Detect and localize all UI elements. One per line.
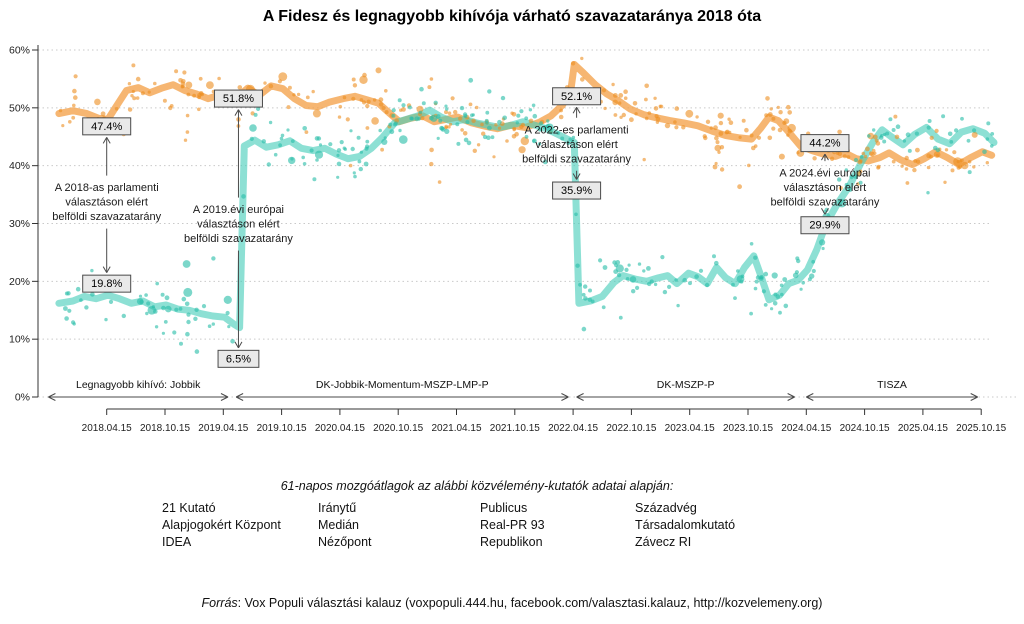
annotation-text: belföldi szavazatarány — [52, 211, 161, 223]
annotation-value-bottom: 35.9% — [561, 185, 592, 197]
annotation-value-top: 44.2% — [809, 138, 840, 150]
x-tick-label: 2022.10.15 — [606, 423, 656, 434]
x-tick-label: 2019.10.15 — [257, 423, 307, 434]
poll-chart-canvas: 0% 10% 20% 30% 40% 50% 60% 2018.04.15 2018.10.15… — [9, 45, 1016, 434]
segment-arrows: Legnagyobb kihívó: Jobbik DK-Jobbik-Momen… — [48, 379, 978, 401]
gridlines — [38, 49, 1016, 398]
pollster-column-3: Publicus Real-PR 93 Republikon — [480, 500, 545, 551]
source-label: Forrás — [201, 596, 238, 610]
y-tick-label: 50% — [9, 102, 30, 114]
segment-label-2: DK-MSZP-P — [657, 379, 715, 391]
pollster-name: Závecz RI — [635, 535, 692, 549]
annotation-value-top: 52.1% — [561, 91, 592, 103]
annotation-text: választáson elért — [197, 219, 280, 231]
annotation-text: A 2024.évi európai — [779, 168, 870, 180]
annotation-value-top: 47.4% — [91, 121, 122, 133]
x-tick-label: 2025.10.15 — [956, 423, 1006, 434]
y-tick-label: 40% — [9, 160, 30, 172]
pollster-name: Nézőpont — [318, 535, 372, 549]
scatter-challenger — [63, 77, 995, 354]
y-tick-label: 60% — [9, 45, 30, 57]
x-tick-label: 2023.04.15 — [665, 423, 715, 434]
x-tick-label: 2024.10.15 — [840, 423, 890, 434]
annotation-ep-2019: 51.8% 6.5% A 2019.évi európai választáson e… — [184, 89, 293, 368]
segment-label-3: TISZA — [877, 379, 907, 391]
chart-title: A Fidesz és legnagyobb kihívója várható … — [262, 8, 762, 25]
annotation-text: belföldi szavazatarány — [184, 233, 293, 245]
annotation-ep-2024: 44.2% 29.9% A 2024.évi európai választáson … — [771, 134, 880, 235]
annotation-text: választáson elért — [784, 182, 867, 194]
pollster-name: Társadalomkutató — [635, 518, 736, 532]
x-tick-label: 2022.04.15 — [548, 423, 598, 434]
methodology-note: 61-napos mozgóátlagok az alábbi közvélem… — [280, 479, 674, 493]
y-tick-label: 30% — [9, 218, 30, 230]
annotation-text: belföldi szavazatarány — [771, 197, 880, 209]
pollster-name: Medián — [318, 518, 359, 532]
pollster-name: Real-PR 93 — [480, 518, 545, 532]
x-tick-label: 2023.10.15 — [723, 423, 773, 434]
y-tick-label: 0% — [15, 392, 30, 404]
x-tick-label: 2020.10.15 — [373, 423, 423, 434]
annotation-value-top: 51.8% — [223, 93, 254, 105]
pollster-name: Iránytű — [318, 501, 357, 515]
pollster-column-2: Iránytű Medián Nézőpont — [318, 500, 372, 551]
source-text: : Vox Populi választási kalauz (voxpopul… — [237, 596, 823, 610]
x-tick-label: 2021.04.15 — [431, 423, 481, 434]
x-tick-label: 2025.04.15 — [898, 423, 948, 434]
annotation-election-2022: 52.1% 35.9% A 2022-es parlamenti választáso… — [522, 87, 632, 200]
annotation-text: belföldi szavazatarány — [522, 153, 631, 165]
source-line: Forrás: Vox Populi választási kalauz (vo… — [0, 596, 1024, 610]
pollster-name: Publicus — [480, 501, 528, 515]
x-axis: 2018.04.15 2018.10.15 2019.04.15 2019.10.15… — [82, 408, 1007, 434]
x-tick-label: 2020.04.15 — [315, 423, 365, 434]
x-tick-label: 2019.04.15 — [198, 423, 248, 434]
pollster-column-1: 21 Kutató Alapjogokért Központ IDEA — [162, 500, 281, 551]
x-tick-label: 2024.04.15 — [781, 423, 831, 434]
pollster-name: Republikon — [480, 535, 543, 549]
x-tick-label: 2018.10.15 — [140, 423, 190, 434]
segment-label-1: DK-Jobbik-Momentum-MSZP-LMP-P — [316, 379, 489, 391]
annotation-election-2018: 47.4% 19.8% A 2018-as parlamenti választáso… — [52, 117, 162, 293]
pollster-name: IDEA — [162, 535, 192, 549]
x-tick-label: 2021.10.15 — [490, 423, 540, 434]
annotation-value-bottom: 6.5% — [226, 353, 251, 365]
pollster-name: Alapjogokért Központ — [162, 518, 281, 532]
annotation-value-bottom: 29.9% — [809, 220, 840, 232]
annotation-text: választáson elért — [535, 139, 618, 151]
pollster-column-4: Századvég Társadalomkutató Závecz RI — [635, 500, 735, 551]
annotation-text: A 2018-as parlamenti — [55, 182, 159, 194]
y-tick-label: 20% — [9, 276, 30, 288]
annotation-value-bottom: 19.8% — [91, 278, 122, 290]
pollster-name: Századvég — [635, 501, 697, 515]
pollster-name: 21 Kutató — [162, 501, 216, 515]
annotation-text: választáson elért — [65, 197, 148, 209]
x-tick-label: 2018.04.15 — [82, 423, 132, 434]
annotation-text: A 2019.évi európai — [193, 204, 284, 216]
y-tick-label: 10% — [9, 334, 30, 346]
segment-label-0: Legnagyobb kihívó: Jobbik — [76, 379, 201, 391]
annotation-text: A 2022-es parlamenti — [525, 124, 629, 136]
y-axis: 0% 10% 20% 30% 40% 50% 60% — [9, 45, 39, 404]
